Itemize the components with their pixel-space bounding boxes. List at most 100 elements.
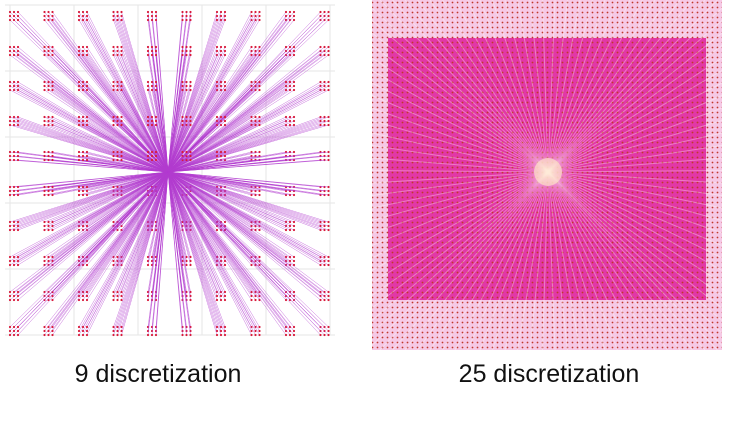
node xyxy=(120,18,123,22)
node xyxy=(146,158,150,162)
ray xyxy=(48,171,169,328)
ray xyxy=(147,159,169,173)
node xyxy=(181,10,184,14)
node xyxy=(116,325,119,329)
node xyxy=(323,84,326,88)
ray xyxy=(167,171,226,266)
node xyxy=(8,49,12,53)
node xyxy=(223,84,227,88)
ray xyxy=(547,82,723,173)
visualization xyxy=(5,0,723,351)
node xyxy=(47,45,50,49)
ray xyxy=(147,124,169,173)
ray xyxy=(547,0,593,173)
node xyxy=(77,119,81,123)
node xyxy=(112,80,115,84)
ray xyxy=(86,171,169,192)
node xyxy=(77,259,81,263)
ray xyxy=(117,171,169,336)
ray xyxy=(155,171,169,336)
node xyxy=(16,10,20,14)
ray xyxy=(371,7,549,173)
node xyxy=(85,193,89,197)
ray xyxy=(454,171,549,351)
node xyxy=(258,189,261,193)
ray xyxy=(52,171,169,301)
node xyxy=(154,80,158,84)
node xyxy=(258,294,261,298)
node xyxy=(43,298,46,302)
ray xyxy=(121,85,169,173)
node xyxy=(12,14,16,18)
node xyxy=(323,333,326,337)
ray xyxy=(417,171,549,351)
node xyxy=(43,88,46,92)
ray xyxy=(547,171,723,321)
node xyxy=(85,158,89,162)
ray xyxy=(547,171,606,351)
node xyxy=(223,290,227,294)
node xyxy=(292,193,296,197)
node xyxy=(154,119,158,123)
ray xyxy=(17,171,169,336)
node xyxy=(81,49,85,53)
node xyxy=(258,84,261,88)
ray xyxy=(155,124,169,173)
node xyxy=(189,80,192,84)
ray xyxy=(121,151,169,173)
ray xyxy=(167,159,329,173)
node xyxy=(250,80,253,84)
node xyxy=(8,123,12,127)
node xyxy=(189,255,192,259)
ray xyxy=(547,0,606,173)
node xyxy=(116,255,119,259)
ray xyxy=(117,151,169,173)
node xyxy=(189,154,192,158)
node xyxy=(77,123,81,127)
ray xyxy=(167,124,191,173)
node xyxy=(51,298,54,302)
node xyxy=(223,88,227,92)
node xyxy=(181,18,184,22)
ray xyxy=(167,54,191,173)
node xyxy=(327,220,330,224)
node xyxy=(47,185,50,189)
node xyxy=(12,259,16,263)
ray xyxy=(44,89,169,173)
ray xyxy=(371,107,549,173)
node xyxy=(12,290,16,294)
node xyxy=(47,123,50,127)
node xyxy=(215,154,219,158)
ray xyxy=(44,19,169,173)
node xyxy=(77,88,81,92)
ray xyxy=(492,171,549,351)
node xyxy=(77,150,81,154)
ray xyxy=(167,155,191,173)
node xyxy=(154,123,158,127)
node xyxy=(250,263,253,267)
node xyxy=(43,185,46,189)
node xyxy=(12,45,16,49)
node xyxy=(319,220,322,224)
node xyxy=(146,298,150,302)
node xyxy=(112,259,115,263)
ray xyxy=(167,159,191,173)
node xyxy=(215,84,219,88)
node xyxy=(116,84,119,88)
node xyxy=(327,18,330,22)
node xyxy=(189,158,192,162)
node xyxy=(327,84,330,88)
node xyxy=(120,80,123,84)
ray xyxy=(167,19,226,173)
node xyxy=(43,14,46,18)
node xyxy=(16,255,20,259)
ray xyxy=(371,171,549,246)
ray xyxy=(547,120,723,173)
node xyxy=(150,115,154,119)
node xyxy=(215,150,219,154)
node xyxy=(16,158,20,162)
node xyxy=(284,228,288,232)
ray xyxy=(167,171,329,227)
ray xyxy=(167,89,183,173)
node xyxy=(219,154,223,158)
